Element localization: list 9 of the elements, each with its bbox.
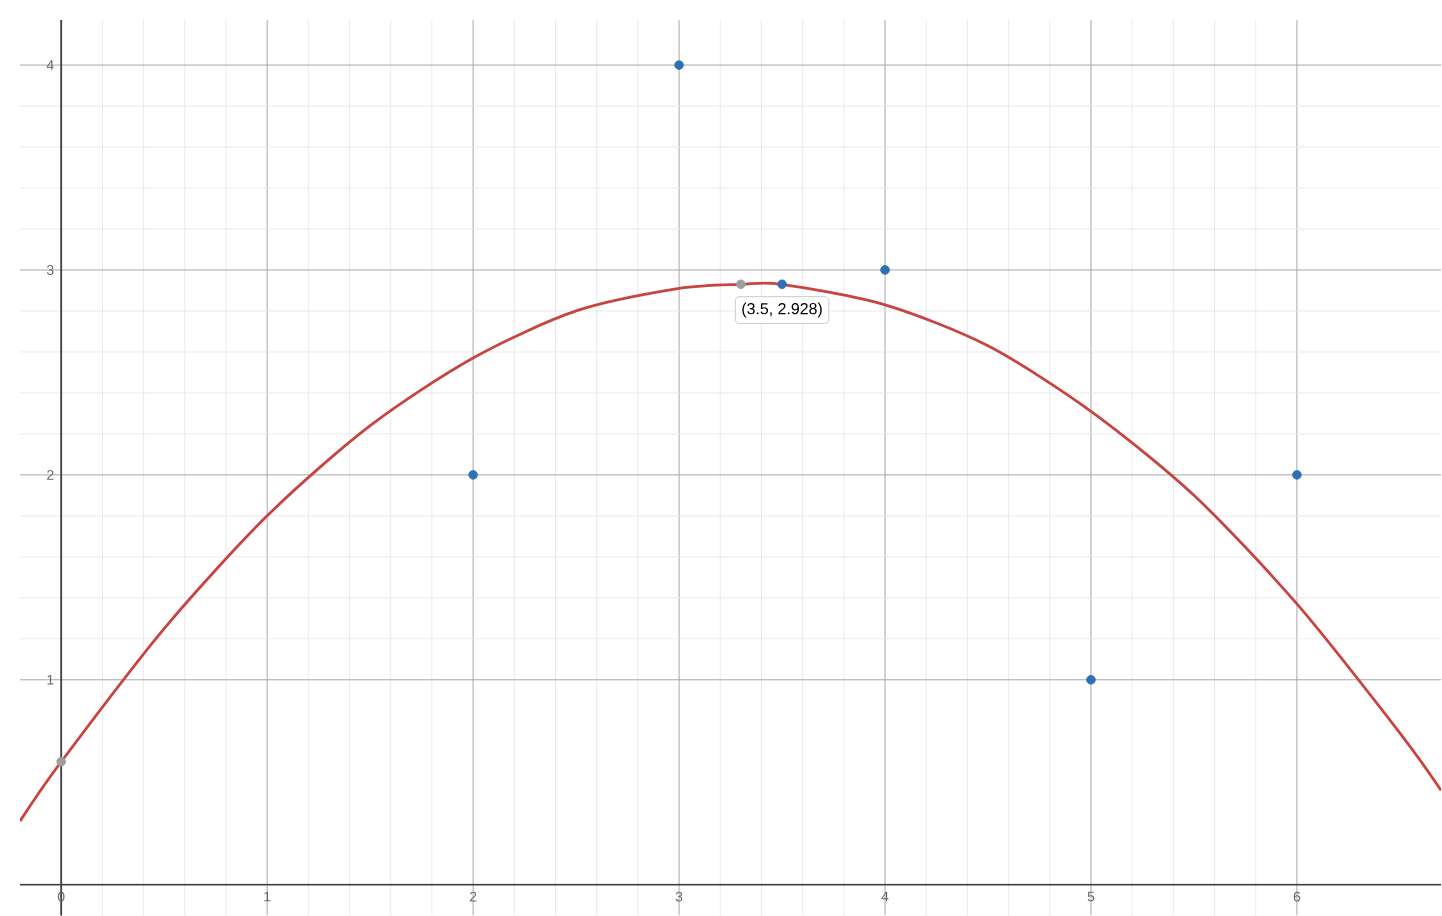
point (880, 265, 890, 275)
point (56, 756, 66, 767)
point (777, 279, 787, 289)
point (736, 279, 746, 289)
point (468, 469, 478, 480)
point (1292, 469, 1302, 480)
point (1086, 674, 1096, 685)
line-series (20, 281, 1442, 823)
point (674, 60, 684, 70)
